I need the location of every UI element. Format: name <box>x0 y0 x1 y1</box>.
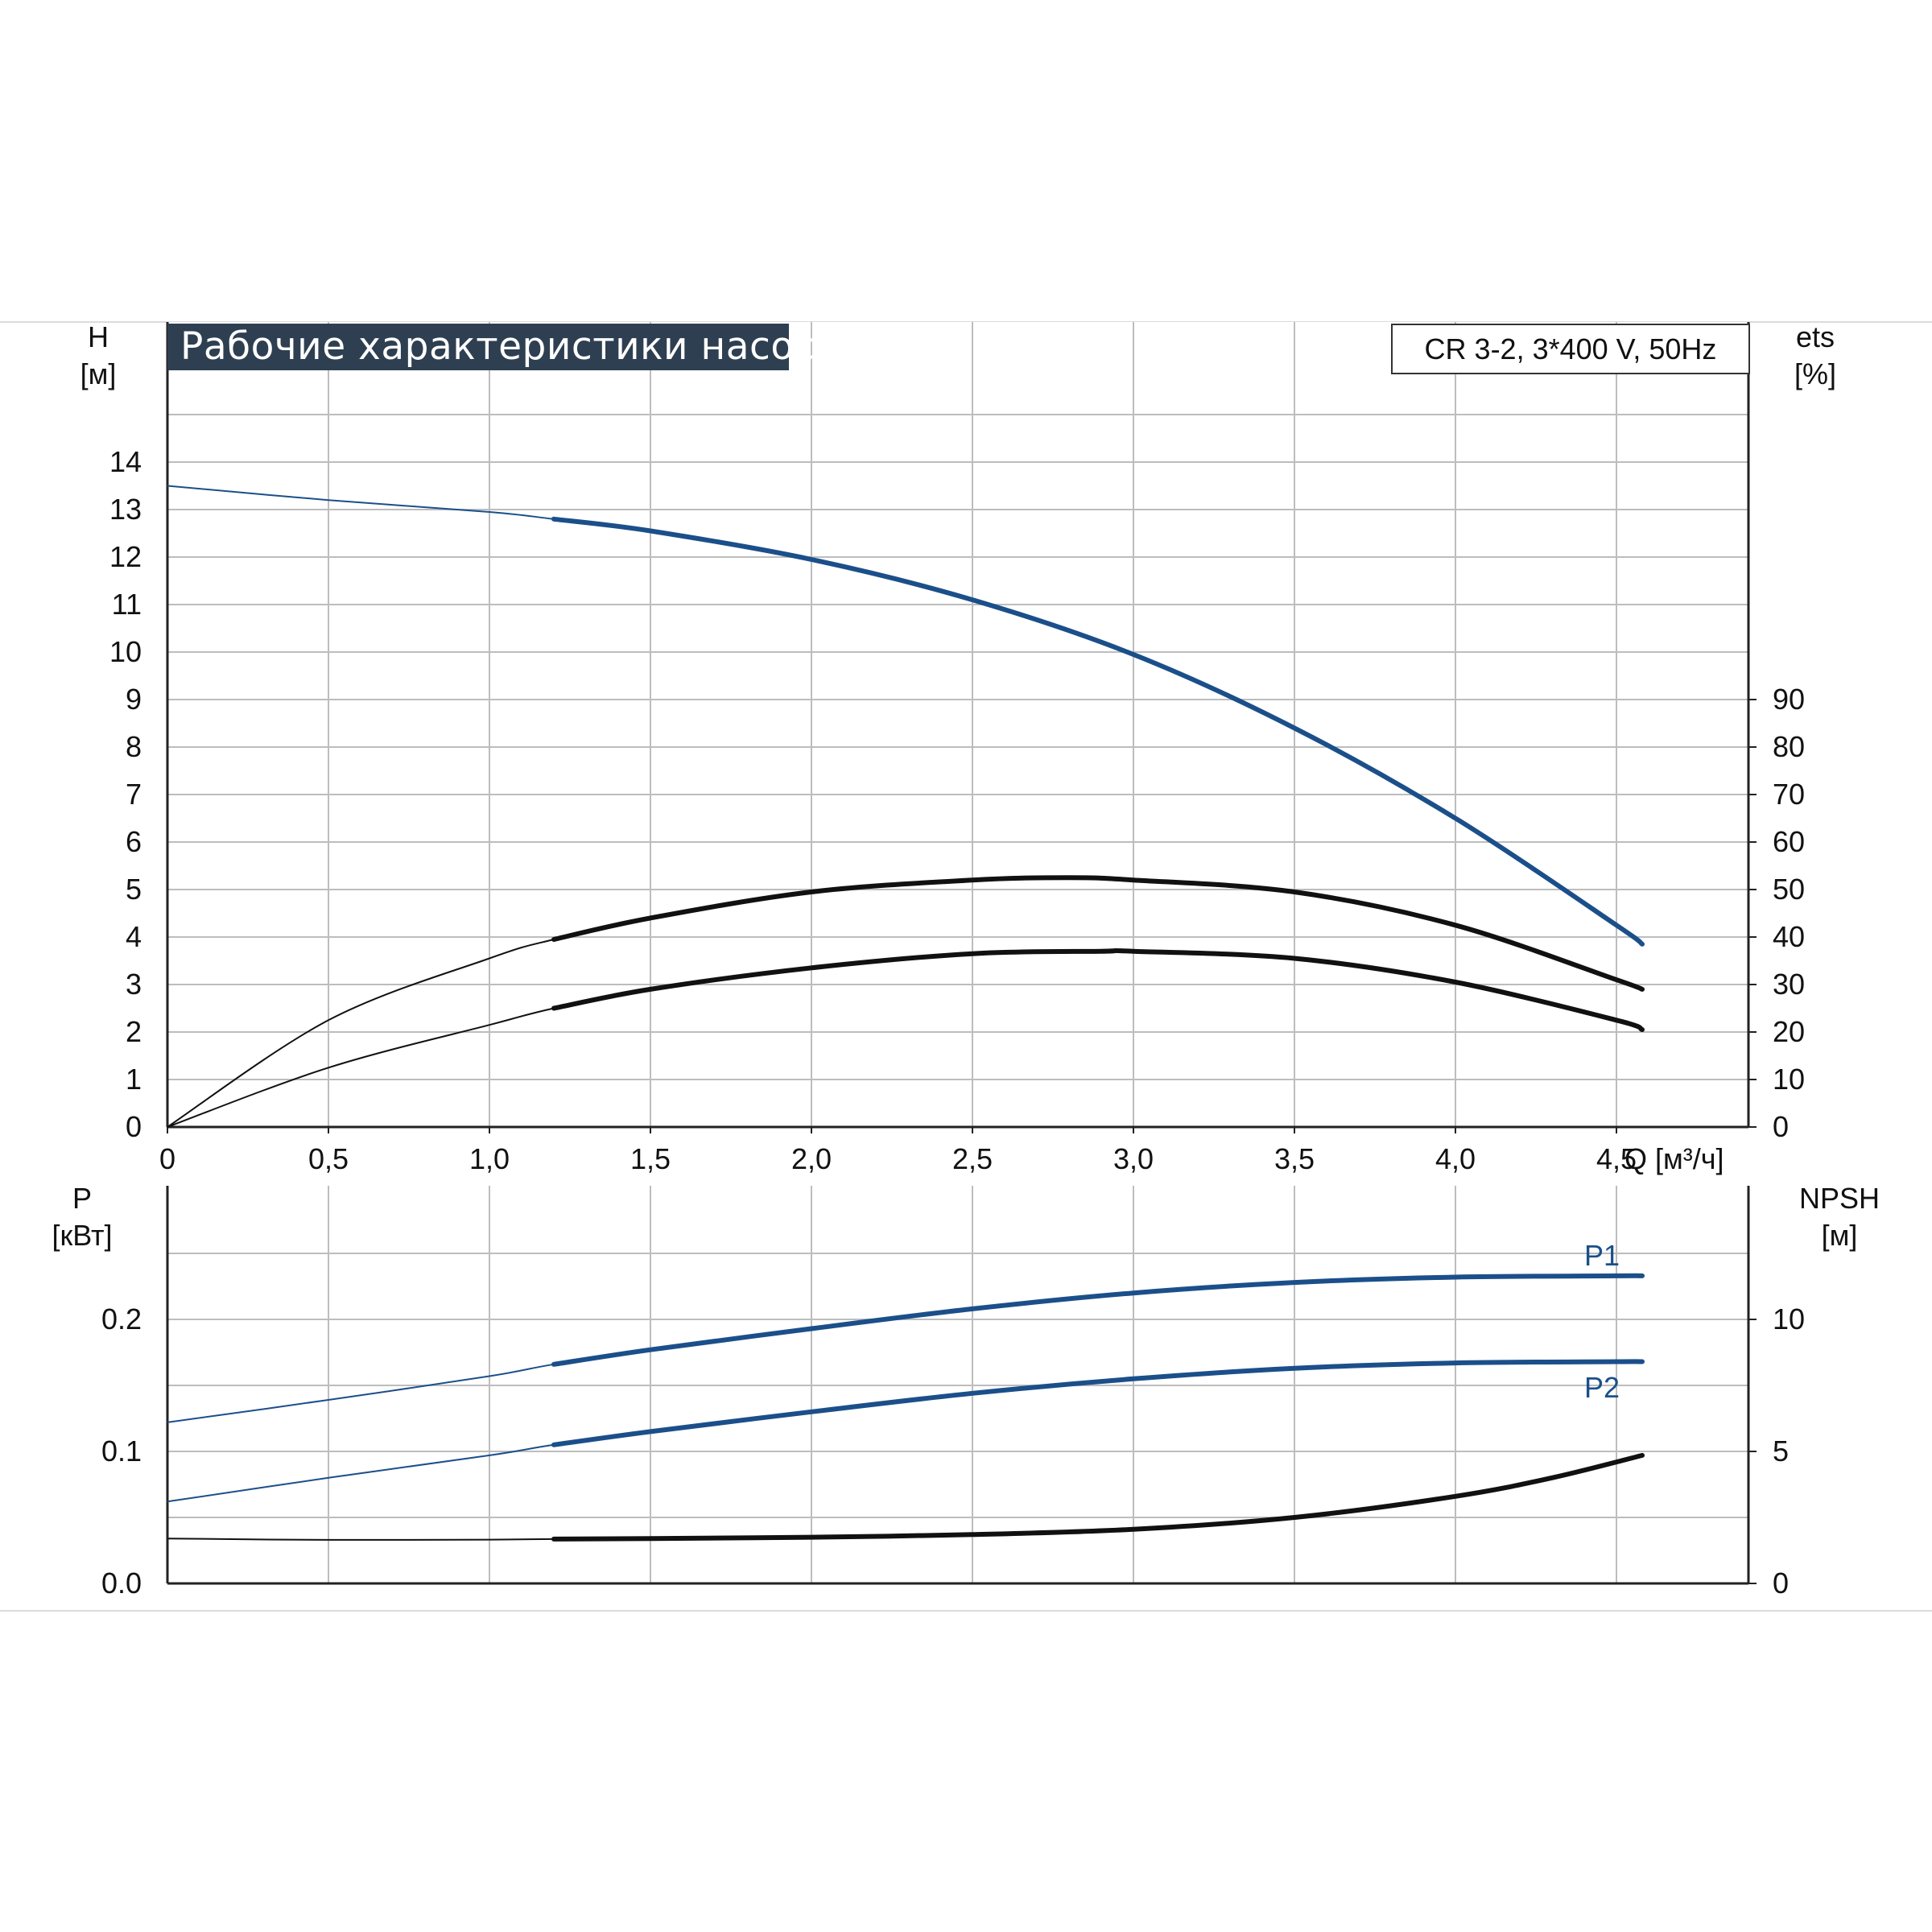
chart-title: Рабочие характеристики насоса <box>167 324 839 370</box>
power-tick-label: 0.2 <box>101 1302 142 1335</box>
head-tick-label: 3 <box>126 968 142 1001</box>
flow-tick-label: 2,5 <box>952 1142 993 1175</box>
head-tick-label: 7 <box>126 778 142 811</box>
npsh-curve-line <box>551 1452 1645 1542</box>
efficiency-tick-label: 20 <box>1773 1015 1805 1048</box>
flow-tick-label: 3,5 <box>1274 1142 1315 1175</box>
head-axis-label: H [м] <box>80 320 117 390</box>
head-tick-label: 6 <box>126 825 142 858</box>
flow-axis-title: Q [м³/ч] <box>1624 1142 1724 1175</box>
efficiency-tick-label: 40 <box>1773 920 1805 953</box>
head-tick-label: 8 <box>126 730 142 763</box>
efficiency-tick-label: 0 <box>1773 1110 1789 1143</box>
head-tick-label: 12 <box>109 540 142 573</box>
head-tick-label: 11 <box>112 588 142 621</box>
efficiency-tick-label: 50 <box>1773 873 1805 906</box>
pump-model-label: CR 3-2, 3*400 V, 50Hz <box>1391 324 1750 374</box>
flow-tick-label: 4,5 <box>1596 1142 1637 1175</box>
efficiency-tick-label: 70 <box>1773 778 1805 811</box>
npsh-axis-label: NPSH [м] <box>1798 1182 1880 1252</box>
efficiency-curve-lower-line <box>551 947 1645 1032</box>
p1-power-curve-line <box>551 1273 1645 1367</box>
power-axis-label: P [кВт] <box>52 1182 113 1252</box>
head-tick-label: 2 <box>126 1015 142 1048</box>
head-tick-label: 9 <box>126 683 142 716</box>
flow-tick-label: 4,0 <box>1435 1142 1476 1175</box>
p1-series-label: P1 <box>1584 1239 1620 1272</box>
head-tick-label: 14 <box>109 445 142 478</box>
head-tick-label: 4 <box>126 920 142 953</box>
efficiency-tick-label: 10 <box>1773 1063 1805 1096</box>
efficiency-tick-label: 80 <box>1773 730 1805 763</box>
power-tick-label: 0.1 <box>101 1435 142 1468</box>
efficiency-tick-label: 60 <box>1773 825 1805 858</box>
flow-tick-label: 0 <box>159 1142 175 1175</box>
flow-tick-label: 3,0 <box>1113 1142 1154 1175</box>
head-tick-label: 5 <box>126 873 142 906</box>
head-tick-label: 13 <box>109 493 142 526</box>
head-tick-label: 0 <box>126 1110 142 1143</box>
upper-plot-area <box>167 322 1748 1127</box>
head-curve-line <box>551 516 1645 947</box>
power-tick-label: 0.0 <box>101 1567 142 1600</box>
npsh-tick-label: 0 <box>1773 1567 1789 1600</box>
flow-tick-label: 0,5 <box>308 1142 349 1175</box>
efficiency-tick-label: 90 <box>1773 683 1805 716</box>
npsh-tick-label: 5 <box>1773 1435 1789 1468</box>
p2-power-curve-line <box>551 1359 1645 1447</box>
page-bottom-rule <box>0 1610 1932 1612</box>
efficiency-axis-label: ets [%] <box>1794 320 1836 390</box>
flow-tick-label: 1,5 <box>630 1142 671 1175</box>
head-tick-label: 1 <box>126 1063 142 1096</box>
flow-tick-label: 1,0 <box>469 1142 510 1175</box>
p2-series-label: P2 <box>1584 1371 1620 1404</box>
npsh-tick-label: 10 <box>1773 1302 1805 1335</box>
head-tick-label: 10 <box>109 635 142 668</box>
flow-tick-label: 2,0 <box>791 1142 832 1175</box>
efficiency-curve-upper-line <box>551 875 1645 992</box>
efficiency-tick-label: 30 <box>1773 968 1805 1001</box>
